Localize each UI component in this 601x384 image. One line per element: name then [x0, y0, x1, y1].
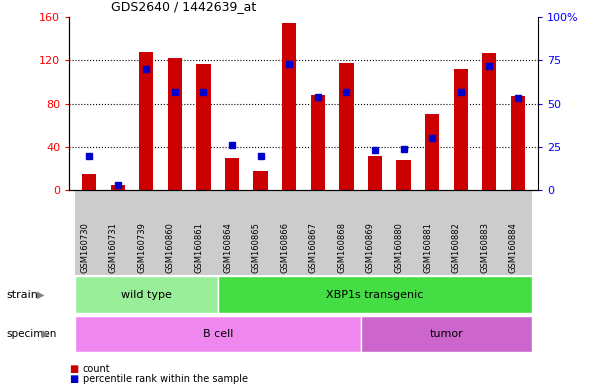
- Bar: [397, 160, 410, 190]
- Bar: [168, 58, 182, 190]
- Bar: [111, 185, 125, 190]
- Text: GDS2640 / 1442639_at: GDS2640 / 1442639_at: [111, 0, 257, 13]
- Text: XBP1s transgenic: XBP1s transgenic: [326, 290, 424, 300]
- Text: ▶: ▶: [37, 290, 44, 300]
- Text: wild type: wild type: [121, 290, 172, 300]
- Bar: [82, 174, 96, 190]
- Bar: [225, 158, 239, 190]
- Text: GSM160883: GSM160883: [480, 222, 489, 273]
- Bar: [339, 63, 353, 190]
- Bar: [139, 52, 153, 190]
- Text: GSM160868: GSM160868: [337, 222, 346, 273]
- Text: GSM160881: GSM160881: [423, 222, 432, 273]
- Text: GSM160730: GSM160730: [80, 222, 89, 273]
- Bar: [425, 114, 439, 190]
- Bar: [454, 69, 468, 190]
- Text: GSM160884: GSM160884: [509, 222, 518, 273]
- Text: percentile rank within the sample: percentile rank within the sample: [83, 374, 248, 384]
- Bar: [482, 53, 496, 190]
- Text: GSM160860: GSM160860: [166, 222, 175, 273]
- Bar: [511, 96, 525, 190]
- Text: GSM160865: GSM160865: [252, 222, 261, 273]
- Bar: [282, 23, 296, 190]
- Text: ■: ■: [69, 374, 78, 384]
- Bar: [368, 156, 382, 190]
- Text: GSM160866: GSM160866: [280, 222, 289, 273]
- Bar: [311, 95, 325, 190]
- Text: GSM160864: GSM160864: [223, 222, 232, 273]
- Text: B cell: B cell: [203, 329, 233, 339]
- Text: GSM160882: GSM160882: [452, 222, 461, 273]
- Text: GSM160880: GSM160880: [394, 222, 403, 273]
- Text: GSM160861: GSM160861: [195, 222, 204, 273]
- Text: count: count: [83, 364, 111, 374]
- Text: ▶: ▶: [42, 329, 49, 339]
- Text: GSM160867: GSM160867: [309, 222, 318, 273]
- Text: GSM160869: GSM160869: [366, 222, 375, 273]
- Text: ■: ■: [69, 364, 78, 374]
- Bar: [254, 170, 268, 190]
- Text: GSM160739: GSM160739: [137, 222, 146, 273]
- Text: GSM160731: GSM160731: [109, 222, 118, 273]
- Text: specimen: specimen: [6, 329, 56, 339]
- Text: strain: strain: [6, 290, 38, 300]
- Text: tumor: tumor: [430, 329, 463, 339]
- Bar: [197, 64, 210, 190]
